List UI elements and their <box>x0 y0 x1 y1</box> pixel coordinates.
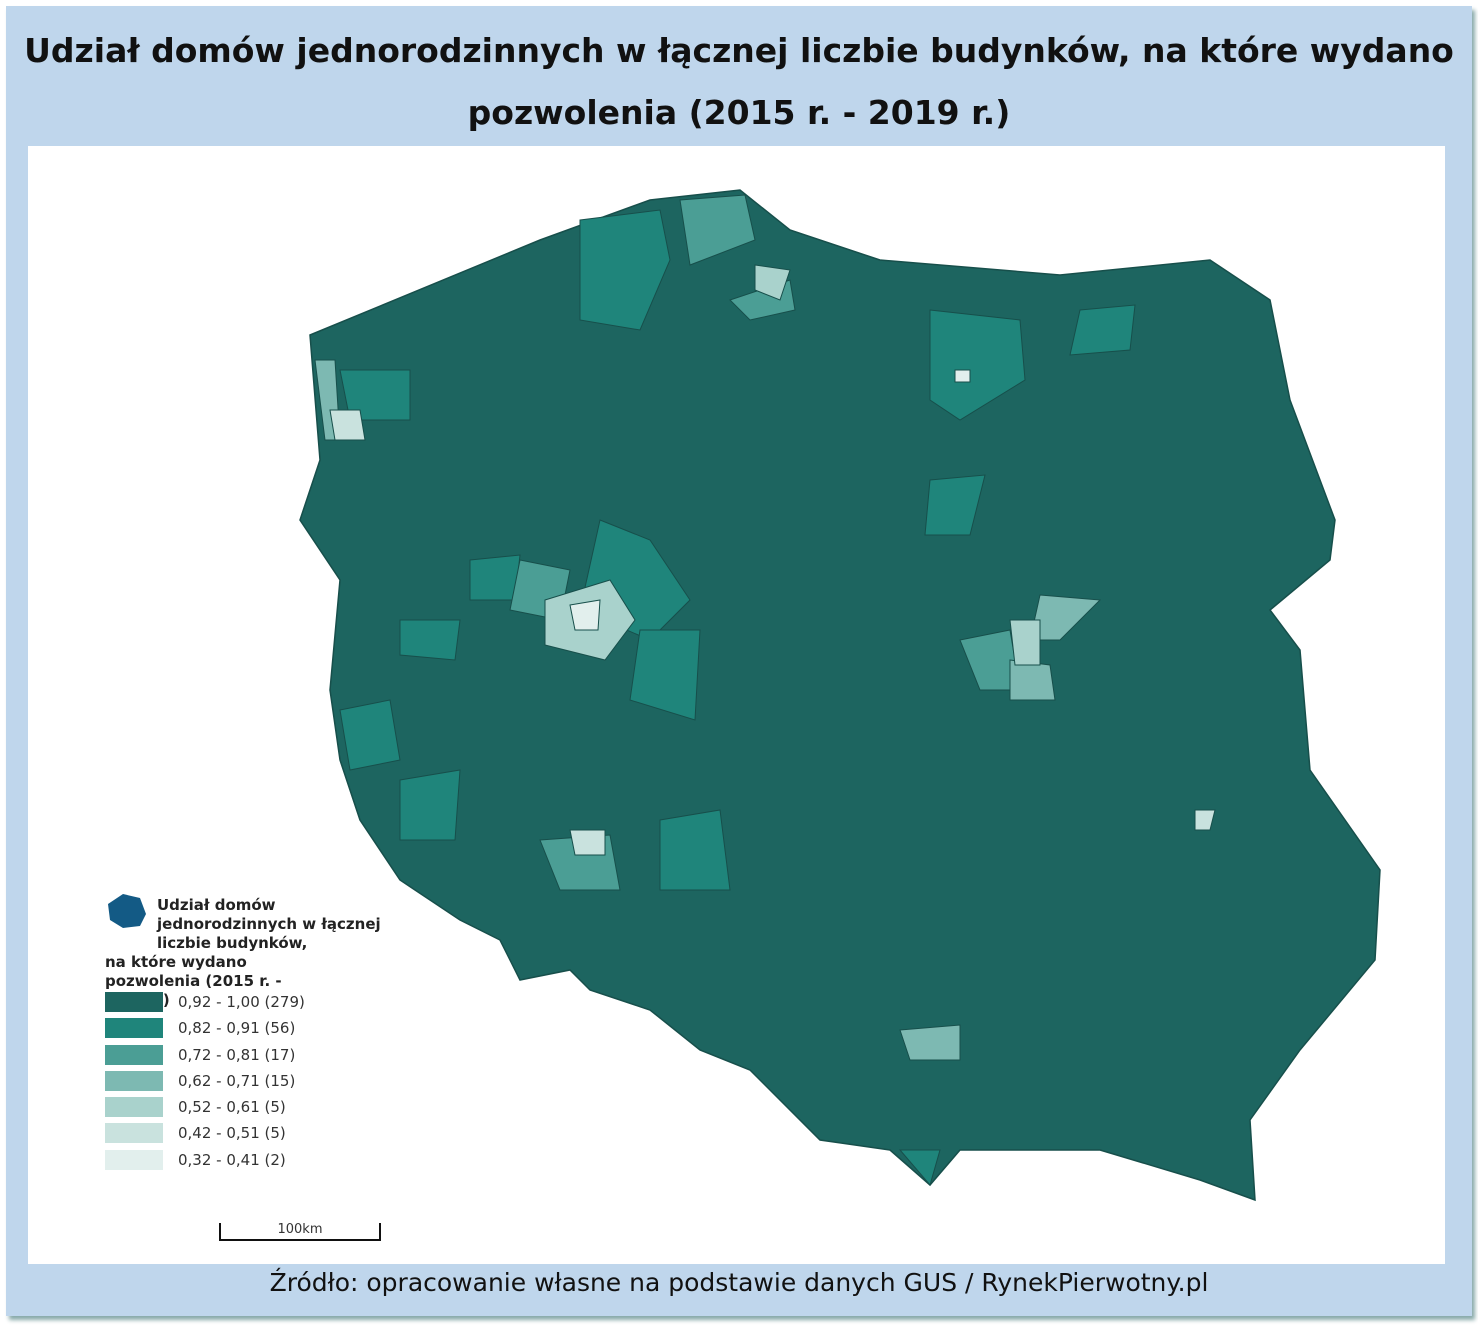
legend-label: 0,52 - 0,61 (5) <box>178 1098 286 1116</box>
legend-label: 0,72 - 0,81 (17) <box>178 1046 296 1064</box>
legend-item: 0,82 - 0,91 (56) <box>105 1018 295 1038</box>
region-class-7 <box>569 369 971 631</box>
poland-choropleth-map <box>108 189 1381 1202</box>
region-class-2 <box>339 209 1136 1187</box>
legend-label: 0,92 - 1,00 (279) <box>178 993 305 1011</box>
legend-item: 0,92 - 1,00 (279) <box>105 992 305 1012</box>
legend-label: 0,32 - 0,41 (2) <box>178 1151 286 1169</box>
legend-item: 0,32 - 0,41 (2) <box>105 1150 286 1170</box>
legend-item: 0,52 - 0,61 (5) <box>105 1097 286 1117</box>
legend-label: 0,82 - 0,91 (56) <box>178 1019 296 1037</box>
poland-map-icon <box>108 894 146 928</box>
legend-label: 0,42 - 0,51 (5) <box>178 1124 286 1142</box>
region-class-6 <box>329 409 1216 856</box>
legend-item: 0,42 - 0,51 (5) <box>105 1123 286 1143</box>
legend-item: 0,62 - 0,71 (15) <box>105 1071 295 1091</box>
poland-outline <box>299 189 1381 1202</box>
legend-swatch <box>105 992 163 1012</box>
legend-swatch <box>105 1045 163 1065</box>
scale-bar: 100km <box>219 1223 381 1241</box>
legend-swatch <box>105 1097 163 1117</box>
frame: Udział domów jednorodzinnych w łącznej l… <box>6 6 1472 1316</box>
legend-item: 0,72 - 0,81 (17) <box>105 1045 295 1065</box>
legend-swatch <box>105 1150 163 1170</box>
map-panel: Udział domów jednorodzinnych w łącznej l… <box>28 146 1445 1264</box>
legend-swatch <box>105 1123 163 1143</box>
legend-swatch <box>105 1071 163 1091</box>
legend-swatch <box>105 1018 163 1038</box>
page-title: Udział domów jednorodzinnych w łącznej l… <box>24 31 1454 132</box>
source-note: Źródło: opracowanie własne na podstawie … <box>269 1268 1209 1297</box>
legend-label: 0,62 - 0,71 (15) <box>178 1072 296 1090</box>
